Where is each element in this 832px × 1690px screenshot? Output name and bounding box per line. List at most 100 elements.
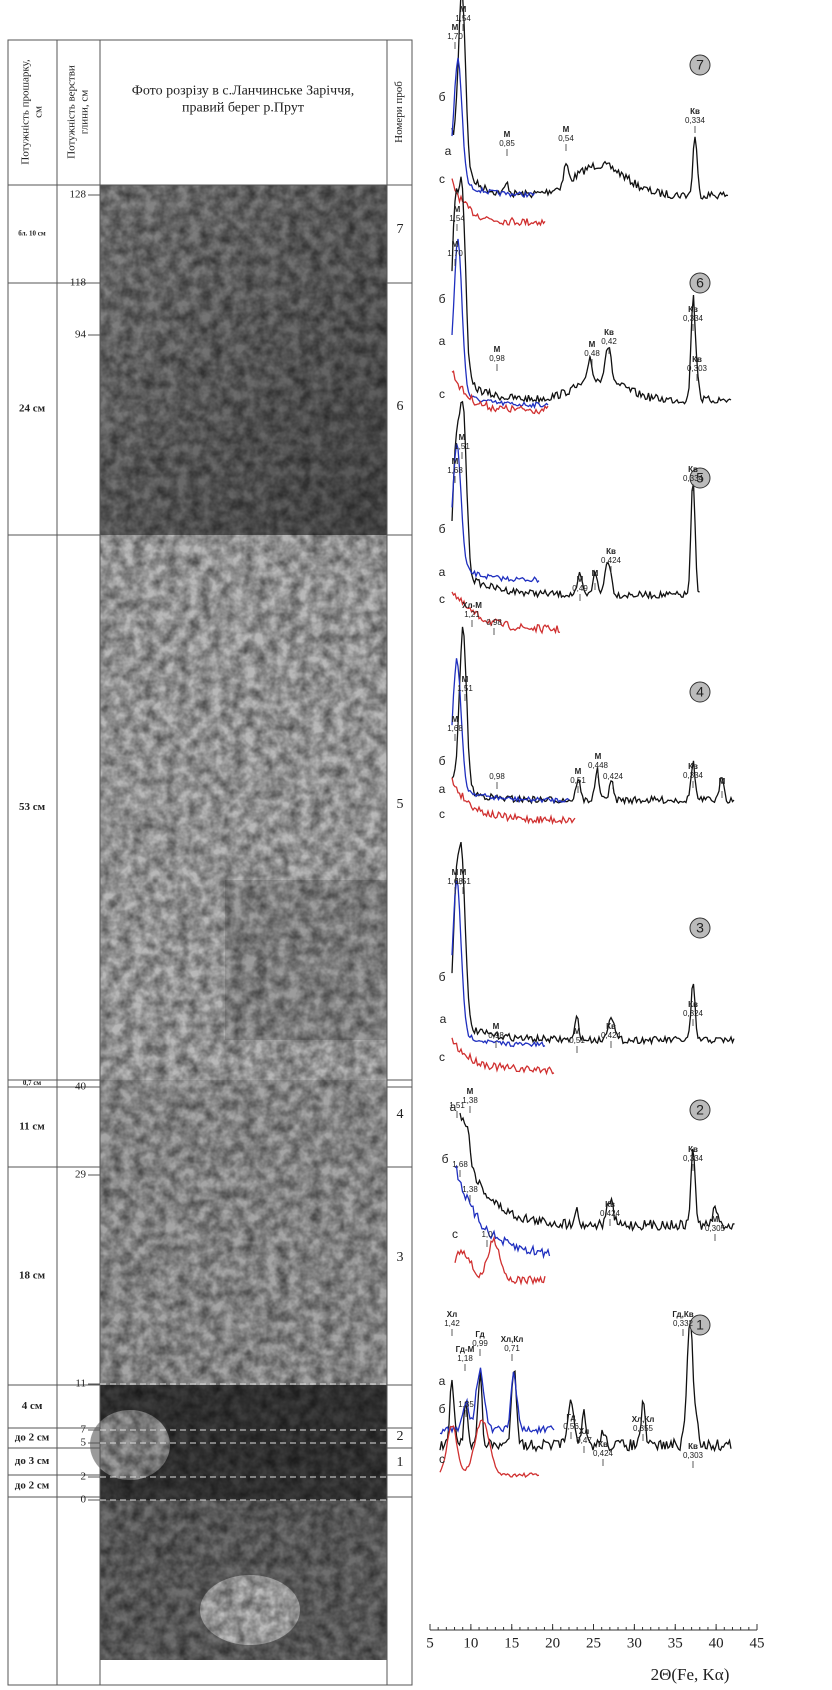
peak-d-spacing: 1,70 (447, 249, 463, 258)
peak-mineral: Хл,Кл (632, 1415, 655, 1424)
peak-d-spacing: 0,334 (683, 314, 704, 323)
peak-mineral: Кв (688, 305, 698, 314)
peak-d-spacing: 0,42 (601, 337, 617, 346)
peak-d-spacing: 1,68 (447, 466, 463, 475)
header-line: правий берег р.Прут (182, 101, 304, 116)
peak-d-spacing: 0,85 (499, 139, 515, 148)
peak-mineral: Кв (688, 762, 698, 771)
page: body { margin: 0; background: #fff; font… (0, 0, 832, 1690)
peak-d-spacing: 0,51 (569, 1036, 585, 1045)
column-header: Потужність прошарку,см (19, 59, 44, 165)
xrd-trace (460, 1113, 735, 1230)
peak-mineral: Хл-М (462, 601, 482, 610)
peak-d-spacing: 0,424 (600, 1209, 621, 1218)
trace-label: б (439, 754, 446, 768)
trace-label: а (445, 144, 452, 158)
peak-d-spacing: 0,424 (593, 1449, 614, 1458)
peak-d-spacing: 0,355 (633, 1424, 654, 1433)
layer-thickness: 4 см (22, 1400, 43, 1412)
header-line: см (32, 106, 44, 118)
peak-d-spacing: 0,98 (489, 354, 505, 363)
depth-label: 5 (81, 1437, 87, 1449)
peak-mineral: М (493, 1022, 500, 1031)
peak-mineral: Гд (566, 1413, 575, 1422)
xrd-trace (455, 1166, 550, 1257)
peak-d-spacing: 1,51 (455, 877, 471, 886)
peak-mineral: М (452, 457, 459, 466)
panel-number: 6 (696, 275, 704, 291)
depth-label: 0 (81, 1494, 87, 1506)
peak-mineral: М (452, 715, 459, 724)
depth-label: 29 (75, 1169, 87, 1181)
peak-mineral: М (460, 5, 467, 14)
peak-mineral: М (452, 240, 459, 249)
column-header: Потужність верствиглини, см (65, 65, 90, 159)
xrd-trace (452, 239, 548, 407)
depth-label: 11 (75, 1378, 86, 1390)
peak-d-spacing: 0,424 (603, 772, 624, 781)
x-tick-label: 15 (504, 1635, 519, 1651)
peak-mineral: Кв (688, 1145, 698, 1154)
header-line: глини, см (78, 90, 90, 134)
peak-mineral: Кв (688, 465, 698, 474)
peak-d-spacing: 0,334 (685, 116, 706, 125)
xrd-trace (440, 1368, 554, 1434)
peak-mineral: М (719, 777, 726, 786)
peak-mineral: Кв (598, 1440, 608, 1449)
trace-label: с (439, 172, 445, 186)
peak-mineral: М (460, 868, 467, 877)
peak-mineral: М (467, 1087, 474, 1096)
photo-texture (100, 185, 387, 1660)
sample-number: 5 (397, 797, 404, 812)
x-tick-label: 40 (709, 1635, 724, 1651)
peak-mineral: Кв (606, 547, 616, 556)
peak-d-spacing: 0,334 (683, 474, 704, 483)
peak-mineral: М (712, 1215, 719, 1224)
trace-label: с (439, 592, 445, 606)
sample-number: 1 (397, 1455, 404, 1470)
xrd-trace (452, 1038, 554, 1074)
peak-d-spacing: 1,18 (457, 1354, 473, 1363)
depth-label: 40 (75, 1081, 87, 1093)
peak-mineral: М (452, 23, 459, 32)
panel-number: 1 (696, 1317, 704, 1333)
layer-thickness: 53 см (19, 801, 46, 813)
peak-mineral: Кв (606, 1022, 616, 1031)
depth-label: 94 (75, 329, 87, 341)
peak-d-spacing: 0,98 (488, 1031, 504, 1040)
layer-thickness: до 2 см (15, 1432, 50, 1444)
trace-label: с (439, 1050, 445, 1064)
peak-d-spacing: 0,303 (687, 364, 708, 373)
depth-label: 128 (70, 189, 87, 201)
peak-d-spacing: 0,47 (576, 1436, 592, 1445)
peak-d-spacing: 0,98 (486, 618, 502, 627)
xrd-trace (452, 402, 700, 598)
peak-d-spacing: 0,332 (673, 1319, 694, 1328)
layer-thickness: бл. 10 см (18, 230, 46, 238)
xrd-trace (452, 58, 535, 197)
peak-d-spacing: 0,424 (601, 1031, 622, 1040)
layer-thickness: 11 см (19, 1121, 45, 1133)
peak-mineral: Хл,Кл (501, 1335, 524, 1344)
panel-number: 3 (696, 920, 704, 936)
xrd-trace (452, 179, 545, 226)
panel-number: 2 (696, 1102, 704, 1118)
peak-mineral: М (494, 345, 501, 354)
peak-d-spacing: 1,21 (464, 610, 480, 619)
x-tick-label: 35 (668, 1635, 683, 1651)
peak-mineral: Гд,Кв (672, 1310, 693, 1319)
xrd-trace (455, 1238, 545, 1283)
peak-mineral: М (563, 125, 570, 134)
peak-mineral: Кв (690, 107, 700, 116)
figure: 7абсМ1,70М1,54М0,85М0,54Кв0,3346абсМ1,54… (0, 0, 832, 1690)
header-line: Номери проб (393, 81, 405, 143)
peak-d-spacing: 1,68 (452, 1160, 468, 1169)
peak-mineral: Хл (447, 1310, 457, 1319)
trace-label: с (439, 1452, 445, 1466)
depth-label: 2 (81, 1471, 87, 1483)
trace-label: б (442, 1152, 449, 1166)
layer-thickness: 0,7 см (23, 1079, 42, 1087)
section-photo (90, 185, 387, 1660)
sample-number: 4 (397, 1107, 404, 1122)
trace-label: а (440, 1012, 447, 1026)
